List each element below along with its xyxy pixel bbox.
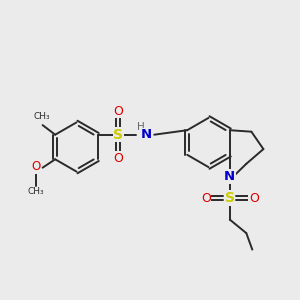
- Text: N: N: [140, 128, 152, 141]
- Text: O: O: [249, 191, 259, 205]
- Text: CH₃: CH₃: [34, 112, 50, 121]
- Text: H: H: [137, 122, 145, 132]
- Text: CH₃: CH₃: [28, 187, 44, 196]
- Text: O: O: [113, 152, 123, 165]
- Text: N: N: [224, 170, 236, 183]
- Text: O: O: [201, 191, 211, 205]
- Text: O: O: [32, 160, 40, 173]
- Text: O: O: [113, 105, 123, 118]
- Text: S: S: [113, 128, 123, 142]
- Text: S: S: [225, 191, 235, 205]
